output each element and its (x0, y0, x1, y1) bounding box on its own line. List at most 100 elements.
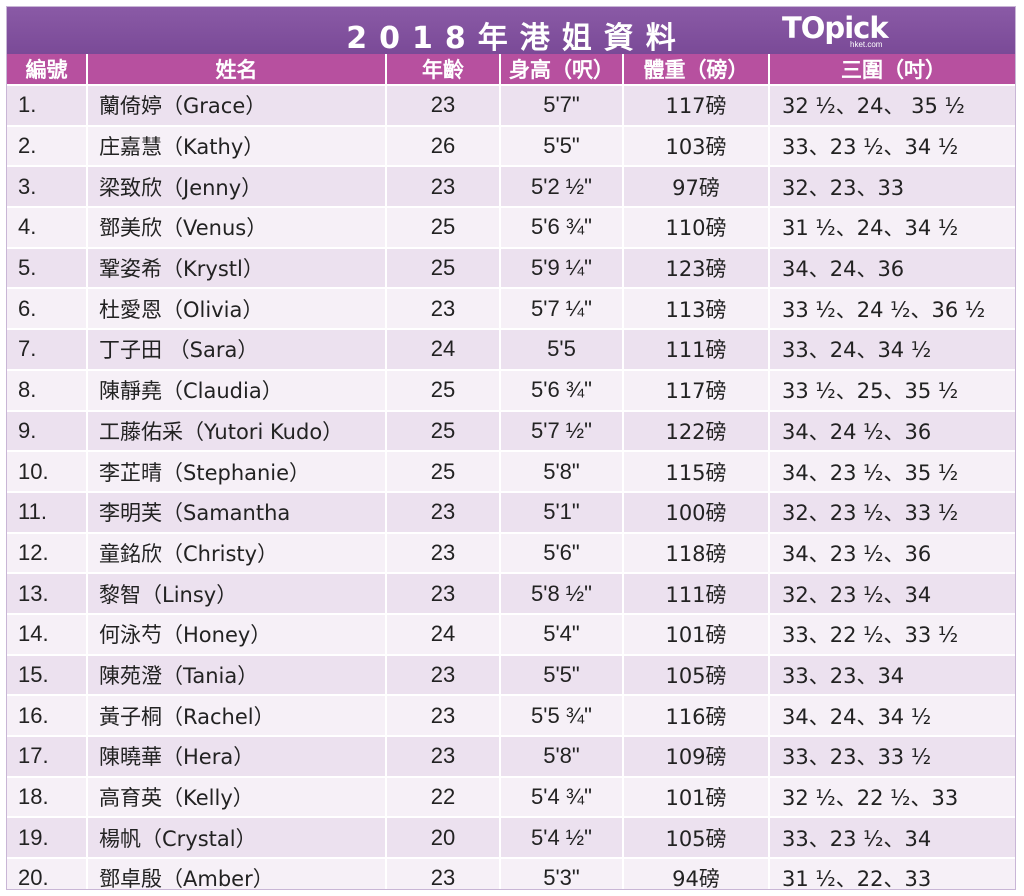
cell-number: 4. (7, 206, 88, 248)
cell-height: 5'4 ½" (500, 816, 624, 859)
cell-weight: 115磅 (623, 450, 770, 492)
cell-number: 16. (7, 694, 88, 736)
cell-weight: 117磅 (623, 84, 770, 126)
cell-weight: 105磅 (623, 653, 770, 696)
cell-number: 15. (7, 653, 88, 696)
cell-height: 5'5 (500, 328, 624, 370)
cell-weight: 123磅 (623, 246, 770, 289)
cell-name: 工藤佑采（Yutori Kudo） (87, 409, 387, 452)
cell-age: 23 (386, 165, 501, 208)
cell-age: 23 (386, 653, 501, 696)
cell-measurements: 32、23、33 (769, 165, 1015, 208)
cell-height: 5'4" (500, 612, 624, 655)
cell-age: 25 (386, 368, 501, 411)
table-row: 15. 陳苑澄（Tania） 23 5'5" 105磅 33、23、34 (7, 653, 1015, 696)
cell-height: 5'1" (500, 490, 624, 533)
cell-measurements: 33、24、34 ½ (769, 328, 1015, 370)
cell-name: 鞏姿希（Krystl） (87, 246, 387, 289)
cell-name: 丁子田 （Sara） (87, 328, 387, 370)
col-header-measurements: 三圍（吋） (769, 54, 1015, 85)
cell-name: 何泳芍（Honey） (87, 612, 387, 655)
cell-number: 18. (7, 775, 88, 818)
cell-age: 23 (386, 490, 501, 533)
pageant-table: 編號 姓名 年齡 身高（呎） 體重（磅） 三圍（吋） 1. 蘭倚婷（Grace） 2… (7, 54, 1015, 889)
cell-number: 9. (7, 409, 88, 452)
cell-number: 14. (7, 612, 88, 655)
cell-height: 5'8 ½" (500, 572, 624, 614)
cell-weight: 103磅 (623, 124, 770, 167)
cell-age: 25 (386, 450, 501, 492)
cell-measurements: 34、24、34 ½ (769, 694, 1015, 736)
cell-height: 5'6 ¾" (500, 206, 624, 248)
table-row: 5. 鞏姿希（Krystl） 25 5'9 ¼" 123磅 34、24、36 (7, 246, 1015, 289)
cell-measurements: 33、23 ½、34 (769, 816, 1015, 859)
cell-name: 杜愛恩（Olivia） (87, 287, 387, 330)
table-row: 7. 丁子田 （Sara） 24 5'5 111磅 33、24、34 ½ (7, 328, 1015, 370)
cell-number: 6. (7, 287, 88, 330)
cell-weight: 111磅 (623, 572, 770, 614)
table-row: 1. 蘭倚婷（Grace） 23 5'7" 117磅 32 ½、24、 35 ½ (7, 84, 1015, 126)
cell-name: 鄧美欣（Venus） (87, 206, 387, 248)
cell-number: 10. (7, 450, 88, 492)
cell-measurements: 32、23 ½、34 (769, 572, 1015, 614)
cell-name: 梁致欣（Jenny） (87, 165, 387, 208)
cell-age: 23 (386, 735, 501, 777)
cell-age: 25 (386, 409, 501, 452)
title-bar: 2018年港姐資料 TOpick hket.com (7, 7, 1015, 56)
cell-weight: 97磅 (623, 165, 770, 208)
cell-height: 5'7 ¼" (500, 287, 624, 330)
table-row: 20. 鄧卓殷（Amber） 23 5'3" 94磅 31 ½、22、33 (7, 857, 1015, 889)
table-row: 17. 陳曉華（Hera） 23 5'8" 109磅 33、23、33 ½ (7, 735, 1015, 777)
cell-weight: 113磅 (623, 287, 770, 330)
cell-measurements: 34、23 ½、36 (769, 531, 1015, 574)
cell-number: 2. (7, 124, 88, 167)
cell-measurements: 32、23 ½、33 ½ (769, 490, 1015, 533)
col-header-height: 身高（呎） (500, 54, 624, 85)
cell-age: 26 (386, 124, 501, 167)
table-row: 2. 庄嘉慧（Kathy） 26 5'5" 103磅 33、23 ½、34 ½ (7, 124, 1015, 167)
cell-height: 5'3" (500, 857, 624, 889)
table-row: 13. 黎智（Linsy） 23 5'8 ½" 111磅 32、23 ½、34 (7, 572, 1015, 614)
cell-number: 13. (7, 572, 88, 614)
cell-measurements: 32 ½、22 ½、33 (769, 775, 1015, 818)
cell-height: 5'9 ¼" (500, 246, 624, 289)
cell-name: 李明芙（Samantha (87, 490, 387, 533)
cell-name: 庄嘉慧（Kathy） (87, 124, 387, 167)
cell-weight: 101磅 (623, 612, 770, 655)
cell-height: 5'8" (500, 735, 624, 777)
cell-age: 23 (386, 857, 501, 889)
cell-name: 陳苑澄（Tania） (87, 653, 387, 696)
cell-measurements: 32 ½、24、 35 ½ (769, 84, 1015, 126)
table-row: 14. 何泳芍（Honey） 24 5'4" 101磅 33、22 ½、33 ½ (7, 612, 1015, 655)
cell-weight: 110磅 (623, 206, 770, 248)
table-body: 1. 蘭倚婷（Grace） 23 5'7" 117磅 32 ½、24、 35 ½ 2. 庄嘉慧… (7, 84, 1015, 889)
cell-number: 20. (7, 857, 88, 889)
logo-domain: hket.com (850, 40, 883, 49)
cell-name: 黎智（Linsy） (87, 572, 387, 614)
cell-name: 童銘欣（Christy） (87, 531, 387, 574)
cell-age: 25 (386, 206, 501, 248)
cell-number: 3. (7, 165, 88, 208)
cell-height: 5'2 ½" (500, 165, 624, 208)
table-row: 8. 陳靜堯（Claudia） 25 5'6 ¾" 117磅 33 ½、25、35 ½ (7, 368, 1015, 411)
cell-measurements: 34、24、36 (769, 246, 1015, 289)
table-row: 11. 李明芙（Samantha 23 5'1" 100磅 32、23 ½、33 ½ (7, 490, 1015, 533)
cell-weight: 122磅 (623, 409, 770, 452)
cell-weight: 94磅 (623, 857, 770, 889)
cell-weight: 109磅 (623, 735, 770, 777)
cell-height: 5'6" (500, 531, 624, 574)
cell-weight: 118磅 (623, 531, 770, 574)
cell-measurements: 33 ½、25、35 ½ (769, 368, 1015, 411)
cell-measurements: 31 ½、22、33 (769, 857, 1015, 889)
cell-weight: 105磅 (623, 816, 770, 859)
cell-weight: 116磅 (623, 694, 770, 736)
cell-height: 5'4 ¾" (500, 775, 624, 818)
col-header-age: 年齡 (386, 54, 501, 85)
cell-measurements: 33、23、34 (769, 653, 1015, 696)
table-row: 10. 李芷晴（Stephanie） 25 5'8" 115磅 34、23 ½、35 ½ (7, 450, 1015, 492)
table-row: 19. 楊帆（Crystal） 20 5'4 ½" 105磅 33、23 ½、34 (7, 816, 1015, 859)
cell-age: 23 (386, 694, 501, 736)
cell-weight: 101磅 (623, 775, 770, 818)
cell-measurements: 33 ½、24 ½、36 ½ (769, 287, 1015, 330)
table-row: 18. 高育英（Kelly） 22 5'4 ¾" 101磅 32 ½、22 ½、33 (7, 775, 1015, 818)
